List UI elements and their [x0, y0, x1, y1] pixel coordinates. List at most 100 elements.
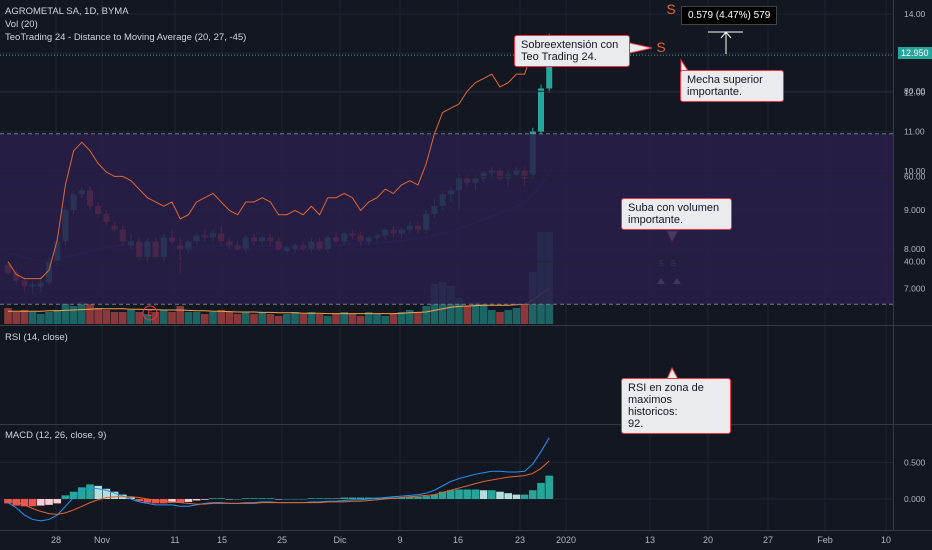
volume-bar: [127, 310, 135, 324]
volume-bar: [479, 304, 488, 324]
volume-ma-line: [8, 287, 550, 315]
volume-bar: [455, 298, 463, 324]
signal-marker: S: [656, 39, 665, 55]
macd-histogram-bar: [78, 487, 86, 499]
volume-bar: [242, 312, 250, 324]
volume-bar: [4, 308, 12, 324]
volume-bar: [176, 306, 184, 324]
macd-histogram-bar: [217, 498, 225, 499]
volume-bar: [168, 312, 176, 324]
macd-histogram-bar: [4, 499, 12, 504]
callout-sobreextension: Sobreextensión con Teo Trading 24.: [514, 35, 630, 67]
macd-histogram-bar: [496, 491, 504, 499]
volume-bar: [201, 314, 209, 324]
x-tick-label: 28: [51, 535, 61, 545]
macd-histogram-bar: [127, 497, 135, 499]
y-tick-label: 9.000: [904, 205, 926, 215]
macd-histogram-bar: [504, 493, 512, 499]
macd-histogram-bar: [102, 488, 111, 499]
macd-histogram-bar: [430, 494, 439, 499]
y-tick-label: 12.00: [904, 87, 926, 97]
macd-histogram-bar: [168, 499, 176, 503]
volume-bar: [504, 310, 512, 324]
volume-bar: [28, 312, 37, 324]
volume-bar: [233, 314, 242, 324]
signal-marker: S: [666, 1, 675, 17]
x-tick-label: 23: [515, 535, 525, 545]
macd-histogram-bar: [332, 498, 340, 499]
volume-bar: [488, 310, 496, 324]
volume-bar: [365, 312, 373, 324]
volume-bar: [151, 312, 160, 324]
y-tick-label: 7.000: [904, 283, 926, 293]
macd-histogram-bar: [397, 497, 406, 499]
volume-bar: [471, 302, 480, 324]
volume-bar: [61, 304, 70, 324]
volume-bar: [160, 310, 168, 324]
macd-histogram-bar: [86, 484, 94, 499]
volume-bar: [37, 314, 45, 324]
macd-histogram-bar: [250, 498, 258, 499]
volume-bar: [78, 302, 86, 324]
rsi-y-tick: 40.00: [904, 257, 926, 267]
measure-bracket: [708, 31, 743, 54]
volume-bar: [250, 314, 258, 324]
volume-bar: [266, 314, 275, 324]
x-tick-label: 11: [170, 535, 179, 545]
macd-histogram-bar: [340, 497, 348, 499]
volume-bar: [373, 314, 381, 324]
volume-bar: [94, 308, 102, 324]
volume-bar: [283, 314, 291, 324]
x-tick-label: 9: [397, 535, 402, 545]
volume-bar: [315, 314, 324, 324]
volume-bar: [20, 310, 29, 324]
volume-bar: [447, 286, 455, 324]
last-price-tag: 12.950: [898, 47, 932, 59]
macd-histogram-bar: [258, 498, 266, 499]
macd-histogram-bar: [324, 498, 332, 499]
x-tick-label: Dic: [334, 535, 347, 545]
macd-histogram-bar: [37, 499, 45, 506]
candle-body: [538, 88, 544, 132]
y-tick-label: 10.00: [904, 166, 926, 176]
volume-bar: [86, 304, 94, 324]
macd-histogram-bar: [69, 491, 78, 499]
y-tick-label: 14.00: [904, 9, 926, 19]
macd-histogram-bar: [488, 490, 496, 499]
macd-histogram-bar: [463, 489, 471, 499]
callout-line: RSI en zona de: [628, 382, 704, 394]
macd-line: [7, 437, 550, 522]
volume-bar: [53, 310, 61, 324]
signal-line: [7, 460, 550, 515]
macd-histogram-bar: [209, 498, 217, 499]
volume-bar: [324, 316, 332, 324]
macd-histogram-bar: [28, 499, 37, 507]
volume-bar: [414, 312, 422, 324]
x-tick-label: 27: [763, 535, 773, 545]
callout-line: Mecha superior: [687, 74, 763, 86]
macd-histogram-bar: [143, 499, 152, 503]
volume-legend: Vol (20): [5, 19, 38, 30]
macd-histogram-bar: [529, 490, 537, 499]
volume-bar: [340, 312, 348, 324]
volume-bar: [184, 312, 193, 324]
volume-bar: [397, 312, 406, 324]
symbol-title: AGROMETAL SA, 1D, BYMA: [5, 6, 129, 17]
macd-histogram-bar: [20, 499, 29, 507]
x-tick-label: 25: [277, 535, 287, 545]
macd-histogram-bar: [438, 491, 447, 499]
macd-histogram-bar: [447, 490, 455, 499]
volume-bar: [69, 306, 78, 324]
macd-histogram-bar: [110, 491, 119, 499]
x-tick-label: 10: [881, 535, 891, 545]
macd-histogram-bar: [422, 496, 430, 499]
macd-histogram-bar: [151, 499, 160, 504]
macd-histogram-bar: [455, 489, 463, 499]
callout-line: importante.: [628, 214, 684, 226]
callout-line: Sobreextensión con: [521, 39, 619, 51]
volume-bar: [110, 312, 119, 324]
volume-bar: [356, 316, 365, 324]
rsi-y-tick: 80.00: [904, 86, 926, 96]
volume-bar: [332, 314, 340, 324]
